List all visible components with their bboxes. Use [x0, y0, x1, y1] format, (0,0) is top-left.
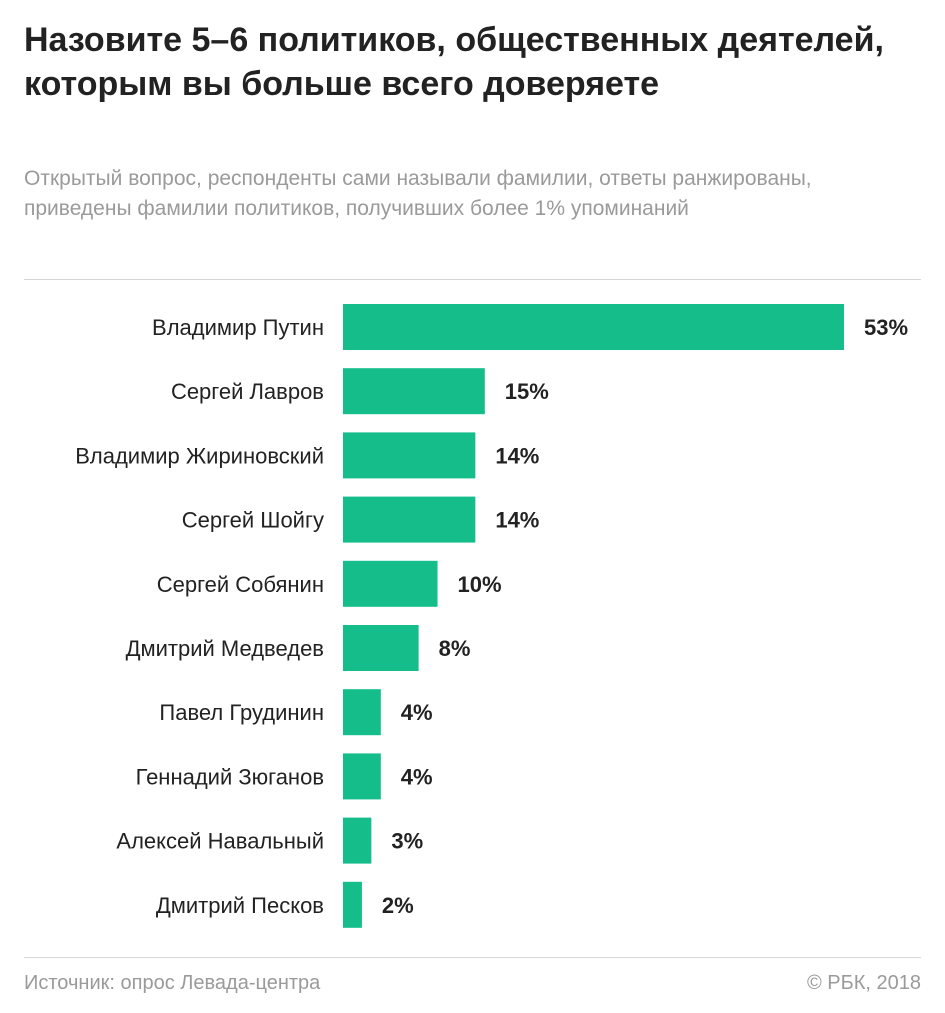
bar: [343, 368, 485, 415]
bar: [343, 496, 476, 543]
bar: [343, 304, 844, 350]
copyright-note: © РБК, 2018: [806, 972, 921, 994]
top-divider: [24, 279, 921, 280]
category-label: Сергей Собянин: [157, 572, 324, 597]
category-label: Алексей Навальный: [116, 829, 324, 854]
value-label: 3%: [391, 829, 423, 854]
bar: [343, 560, 438, 607]
chart-subtitle: Открытый вопрос, респонденты сами называ…: [24, 167, 812, 220]
chart-title: Назовите 5–6 политиков, общественных дея…: [24, 21, 884, 103]
category-label: Павел Грудинин: [159, 700, 324, 725]
value-label: 14%: [495, 443, 539, 468]
value-label: 4%: [401, 764, 433, 789]
category-label: Дмитрий Медведев: [126, 636, 324, 661]
category-label: Сергей Лавров: [171, 379, 324, 404]
value-label: 15%: [505, 379, 549, 404]
bar: [343, 689, 381, 736]
bar: [343, 432, 476, 479]
value-label: 10%: [458, 572, 502, 597]
category-label: Владимир Путин: [152, 315, 324, 340]
value-label: 14%: [495, 508, 539, 533]
value-label: 8%: [439, 636, 471, 661]
category-label: Геннадий Зюганов: [136, 764, 324, 789]
bar: [343, 625, 419, 671]
bar: [343, 817, 372, 864]
category-label: Владимир Жириновский: [75, 443, 324, 468]
bar: [343, 881, 362, 928]
value-label: 2%: [382, 893, 414, 918]
value-label: 53%: [864, 315, 908, 340]
category-label: Дмитрий Песков: [156, 893, 324, 918]
category-label: Сергей Шойгу: [182, 508, 324, 533]
source-note: Источник: опрос Левада-центра: [24, 972, 321, 994]
bar: [343, 753, 381, 800]
value-label: 4%: [401, 700, 433, 725]
bottom-divider: [24, 957, 921, 958]
